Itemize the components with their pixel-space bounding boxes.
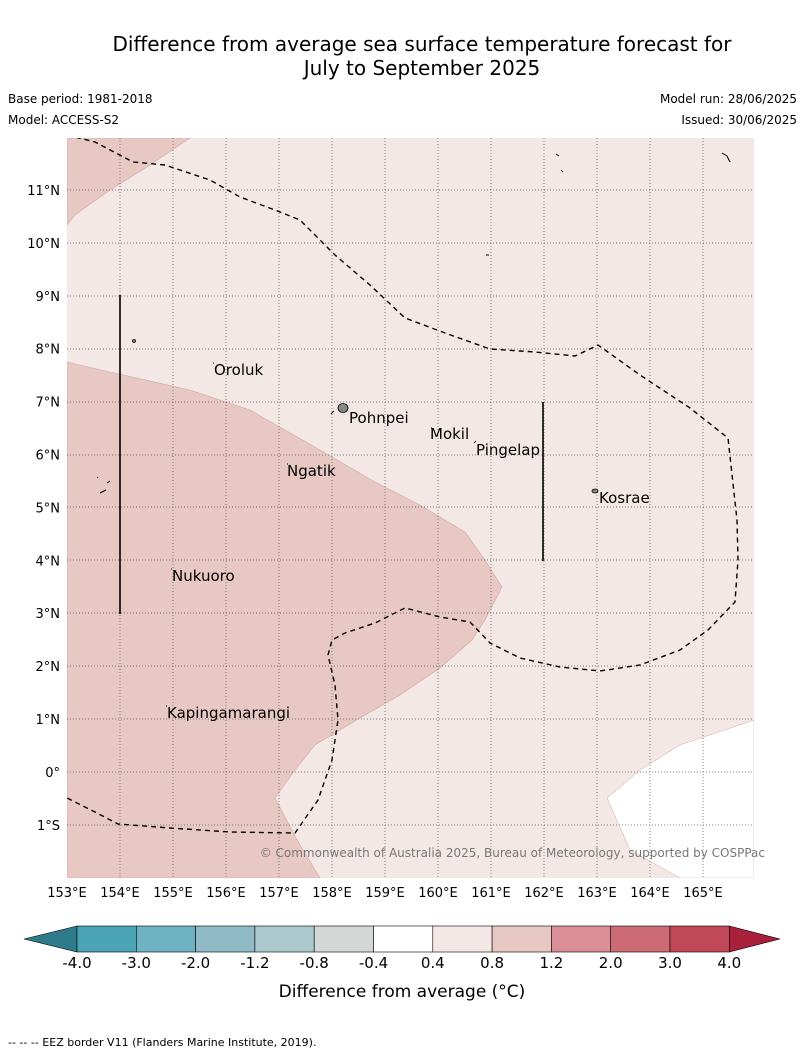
copyright-notice: © Commonwealth of Australia 2025, Bureau… bbox=[260, 846, 765, 860]
map-area bbox=[67, 138, 754, 878]
chart-title: Difference from average sea surface temp… bbox=[0, 32, 804, 80]
title-line-2: July to September 2025 bbox=[303, 56, 541, 80]
lat-label: 0° bbox=[45, 766, 60, 781]
base-period: Base period: 1981-2018 bbox=[8, 92, 153, 106]
lat-label: 1°S bbox=[37, 819, 60, 834]
eez-footnote: -- -- -- EEZ border V11 (Flanders Marine… bbox=[8, 1036, 317, 1049]
place-label-pohnpei: Pohnpei bbox=[349, 409, 409, 427]
model-run: Model run: 28/06/2025 bbox=[659, 92, 797, 106]
lat-label: 11°N bbox=[27, 184, 60, 199]
lat-label: 6°N bbox=[36, 449, 61, 464]
lon-label: 158°E bbox=[312, 886, 352, 901]
place-labels: Oroluk Pohnpei Mokil Pingelap Ngatik Kos… bbox=[167, 361, 650, 722]
lon-label: 160°E bbox=[418, 886, 458, 901]
lon-label: 155°E bbox=[153, 886, 193, 901]
latitude-labels: 11°N 10°N 9°N 8°N 7°N 6°N 5°N 4°N 3°N 2°N 1°N 0° 1°S bbox=[27, 184, 60, 834]
gridlines bbox=[67, 138, 754, 878]
place-label-mokil: Mokil bbox=[430, 425, 469, 443]
colorbar-segment bbox=[669, 925, 730, 953]
lon-label: 163°E bbox=[577, 886, 617, 901]
place-label-nukuoro: Nukuoro bbox=[172, 567, 235, 585]
model-name: Model: ACCESS-S2 bbox=[8, 113, 120, 127]
lat-label: 3°N bbox=[36, 607, 61, 622]
colorbar-tick: -1.2 bbox=[240, 954, 269, 972]
lon-label: 164°E bbox=[630, 886, 670, 901]
colorbar-segment bbox=[610, 925, 671, 953]
lon-label: 161°E bbox=[471, 886, 511, 901]
colorbar-tick: -0.8 bbox=[300, 954, 329, 972]
longitude-labels: 153°E 154°E 155°E 156°E 157°E 158°E 159°E 160°E… bbox=[47, 886, 723, 901]
colorbar-extend-low bbox=[23, 925, 78, 953]
lat-label: 1°N bbox=[36, 713, 61, 728]
place-label-pingelap: Pingelap bbox=[476, 441, 540, 459]
colorbar-tick: -3.0 bbox=[122, 954, 151, 972]
kosrae-island bbox=[591, 488, 599, 494]
colorbar-segment bbox=[491, 925, 552, 953]
colorbar-tick: -0.4 bbox=[359, 954, 388, 972]
place-label-kosrae: Kosrae bbox=[599, 489, 650, 507]
lon-label: 157°E bbox=[259, 886, 299, 901]
lon-label: 156°E bbox=[206, 886, 246, 901]
lat-label: 7°N bbox=[36, 396, 61, 411]
colorbar-tick: 0.8 bbox=[480, 954, 504, 972]
lon-label: 165°E bbox=[683, 886, 723, 901]
colorbar-segment bbox=[76, 925, 137, 953]
lon-label: 159°E bbox=[365, 886, 405, 901]
place-label-ngatik: Ngatik bbox=[287, 462, 336, 480]
colorbar-label: Difference from average (°C) bbox=[279, 982, 526, 1002]
colorbar-tick: 1.2 bbox=[539, 954, 563, 972]
colorbar bbox=[23, 925, 781, 953]
colorbar-segment bbox=[195, 925, 256, 953]
place-label-oroluk: Oroluk bbox=[214, 361, 263, 379]
colorbar-segment bbox=[254, 925, 315, 953]
colorbar-segment bbox=[551, 925, 612, 953]
lat-label: 2°N bbox=[36, 660, 61, 675]
place-label-kapingamarangi: Kapingamarangi bbox=[167, 704, 290, 722]
colorbar-tick: -4.0 bbox=[62, 954, 91, 972]
colorbar-tick: -2.0 bbox=[181, 954, 210, 972]
colorbar-tick-labels: -4.0 -3.0 -2.0 -1.2 -0.8 -0.4 0.4 0.8 1.2 2.0 3.0 4… bbox=[62, 954, 741, 972]
small-island bbox=[132, 339, 136, 343]
issued-date: Issued: 30/06/2025 bbox=[681, 113, 797, 127]
colorbar-segment bbox=[136, 925, 196, 953]
lon-label: 153°E bbox=[47, 886, 87, 901]
pohnpei-island bbox=[337, 403, 349, 413]
title-line-1: Difference from average sea surface temp… bbox=[112, 32, 732, 56]
colorbar-segment bbox=[373, 925, 434, 953]
lat-label: 9°N bbox=[36, 290, 61, 305]
anomaly-region-neutral bbox=[606, 719, 754, 878]
colorbar-segment bbox=[432, 925, 493, 953]
lat-label: 8°N bbox=[36, 343, 61, 358]
colorbar-tick: 2.0 bbox=[599, 954, 623, 972]
colorbar-segment bbox=[313, 925, 374, 953]
lat-label: 5°N bbox=[36, 501, 61, 516]
lon-label: 162°E bbox=[524, 886, 564, 901]
colorbar-tick: 3.0 bbox=[658, 954, 682, 972]
lon-label: 154°E bbox=[100, 886, 140, 901]
colorbar-tick: 0.4 bbox=[421, 954, 445, 972]
islands bbox=[96, 152, 731, 707]
colorbar-extend-high bbox=[729, 925, 781, 953]
lat-label: 4°N bbox=[36, 554, 61, 569]
eez-border bbox=[67, 138, 739, 834]
lat-label: 10°N bbox=[27, 237, 60, 252]
colorbar-tick: 4.0 bbox=[717, 954, 741, 972]
